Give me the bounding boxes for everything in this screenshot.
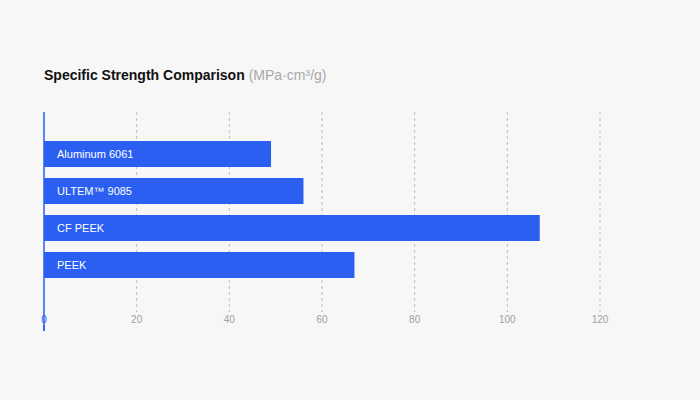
subtitle: (MPa·cm³/g) <box>249 67 327 83</box>
tick-mark <box>229 325 231 331</box>
bar <box>44 141 271 167</box>
tick-mark <box>599 325 601 331</box>
title-text: Specific Strength Comparison <box>44 67 245 83</box>
tick-label: 100 <box>499 314 516 325</box>
bar-labels: Aluminum 6061 ULTEM™ 9085 CF PEEK PEEK <box>57 148 133 271</box>
category-label: PEEK <box>57 259 87 271</box>
axis-line <box>43 112 45 331</box>
category-label: CF PEEK <box>57 222 105 234</box>
tick-label: 20 <box>131 314 143 325</box>
grid-line <box>507 112 508 312</box>
background <box>0 0 700 400</box>
bar <box>44 252 354 278</box>
grid-line <box>322 112 323 312</box>
bar <box>44 215 540 241</box>
tick-label: 80 <box>409 314 421 325</box>
tick-label: 40 <box>224 314 236 325</box>
tick-label: 120 <box>592 314 609 325</box>
tick-mark <box>321 325 323 331</box>
chart: Specific Strength Comparison(MPa·cm³/g)0… <box>0 0 700 400</box>
tick-mark <box>414 325 416 331</box>
category-label: ULTEM™ 9085 <box>57 185 132 197</box>
grid-line <box>414 112 415 312</box>
tick-label: 60 <box>316 314 328 325</box>
tick-mark <box>136 325 138 331</box>
title: Specific Strength Comparison(MPa·cm³/g) <box>44 67 326 83</box>
bar <box>44 178 303 204</box>
tick-mark <box>507 325 509 331</box>
bars <box>44 141 540 278</box>
grid-line <box>600 112 601 312</box>
category-label: Aluminum 6061 <box>57 148 133 160</box>
